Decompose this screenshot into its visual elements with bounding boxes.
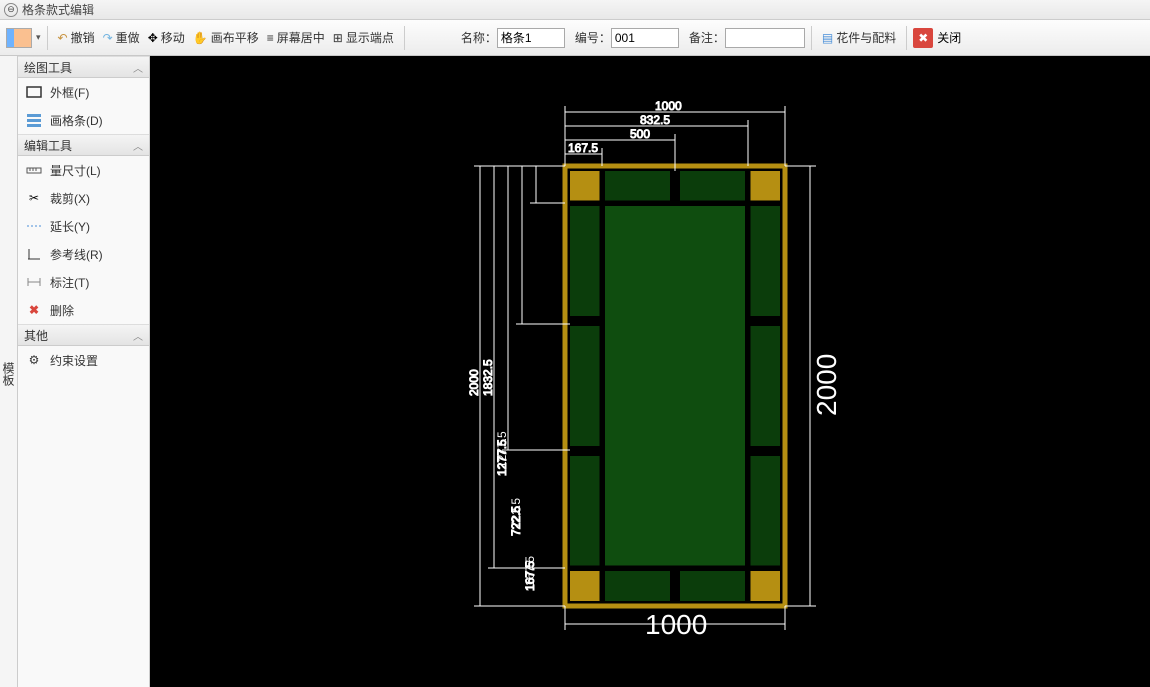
diagram-svg: 1000 832.5 500 167.5 2000 1832.5 1277.5 bbox=[150, 56, 1150, 687]
sidebar-item-trim[interactable]: ✂ 裁剪(X) bbox=[18, 184, 149, 212]
hand-icon: ✋ bbox=[193, 31, 208, 45]
dim-left-2000: 2000 bbox=[467, 369, 481, 396]
undo-button[interactable]: ↶ 撤销 bbox=[54, 27, 99, 48]
bars-icon bbox=[26, 112, 42, 128]
close-icon: ✖ bbox=[918, 31, 928, 45]
remark-label: 备注： bbox=[689, 29, 725, 46]
svg-text:167.5: 167.5 bbox=[523, 556, 537, 586]
redo-icon: ↷ bbox=[103, 31, 113, 45]
sidebar-item-outer-frame[interactable]: 外框(F) bbox=[18, 78, 149, 106]
extend-icon bbox=[26, 218, 42, 234]
dim-right-2000: 2000 bbox=[811, 354, 842, 416]
toolbar: ▾ ↶ 撤销 ↷ 重做 ✥ 移动 ✋ 画布平移 ≡ 屏幕居中 ⊞ 显示端点 名称… bbox=[0, 20, 1150, 56]
sidebar-item-annotate[interactable]: 标注(T) bbox=[18, 268, 149, 296]
svg-text:1277.5: 1277.5 bbox=[495, 431, 509, 468]
remark-input[interactable] bbox=[725, 28, 805, 48]
scissors-icon: ✂ bbox=[26, 190, 42, 206]
vertical-tab[interactable]: 模板 bbox=[0, 56, 18, 687]
sidebar-item-measure[interactable]: 量尺寸(L) bbox=[18, 156, 149, 184]
close-label: 关闭 bbox=[937, 29, 961, 46]
title-bar: ⊖ 格条款式编辑 bbox=[0, 0, 1150, 20]
chevron-up-icon: ︿ bbox=[133, 328, 143, 343]
sidebar-item-constraint[interactable]: ⚙ 约束设置 bbox=[18, 346, 149, 374]
redo-button[interactable]: ↷ 重做 bbox=[99, 27, 144, 48]
center-icon: ≡ bbox=[267, 31, 274, 45]
annotate-icon bbox=[26, 274, 42, 290]
dropdown-icon[interactable]: ▾ bbox=[36, 32, 41, 43]
undo-icon: ↶ bbox=[58, 31, 68, 45]
app-icon: ⊖ bbox=[4, 3, 18, 17]
refline-icon bbox=[26, 246, 42, 262]
dim-top-167: 167.5 bbox=[568, 141, 598, 155]
code-input[interactable] bbox=[611, 28, 679, 48]
sidebar: 绘图工具︿ 外框(F) 画格条(D) 编辑工具︿ 量尺寸(L) ✂ 裁剪(X) … bbox=[18, 56, 150, 687]
svg-text:722.5: 722.5 bbox=[509, 498, 523, 528]
dim-bottom-1000: 1000 bbox=[645, 609, 707, 640]
flowers-button[interactable]: ▤ 花件与配料 bbox=[818, 27, 900, 48]
chevron-up-icon: ︿ bbox=[133, 138, 143, 153]
color-swatch[interactable] bbox=[6, 28, 32, 48]
gear-icon: ⚙ bbox=[26, 352, 42, 368]
sidebar-item-extend[interactable]: 延长(Y) bbox=[18, 212, 149, 240]
move-button[interactable]: ✥ 移动 bbox=[144, 27, 189, 48]
drawing-canvas[interactable]: 1000 832.5 500 167.5 2000 1832.5 1277.5 bbox=[150, 56, 1150, 687]
code-label: 编号： bbox=[575, 29, 611, 46]
center-button[interactable]: ≡ 屏幕居中 bbox=[263, 27, 329, 48]
pan-button[interactable]: ✋ 画布平移 bbox=[189, 27, 263, 48]
endpoints-icon: ⊞ bbox=[333, 31, 343, 45]
chevron-up-icon: ︿ bbox=[133, 60, 143, 75]
panel-header-other[interactable]: 其他︿ bbox=[18, 324, 149, 346]
dim-top-500: 500 bbox=[630, 127, 650, 141]
rect-icon bbox=[26, 84, 42, 100]
sidebar-item-draw-grid[interactable]: 画格条(D) bbox=[18, 106, 149, 134]
dim-left-1832: 1832.5 bbox=[481, 359, 495, 396]
ruler-icon bbox=[26, 162, 42, 178]
sidebar-item-delete[interactable]: ✖ 删除 bbox=[18, 296, 149, 324]
list-icon: ▤ bbox=[822, 31, 833, 45]
close-button[interactable]: ✖ bbox=[913, 28, 933, 48]
panel-header-draw[interactable]: 绘图工具︿ bbox=[18, 56, 149, 78]
move-icon: ✥ bbox=[148, 31, 158, 45]
delete-icon: ✖ bbox=[26, 302, 42, 318]
dim-top-832: 832.5 bbox=[640, 113, 670, 127]
dim-top-1000: 1000 bbox=[655, 99, 682, 113]
sidebar-item-refline[interactable]: 参考线(R) bbox=[18, 240, 149, 268]
panel-header-edit[interactable]: 编辑工具︿ bbox=[18, 134, 149, 156]
name-input[interactable] bbox=[497, 28, 565, 48]
name-label: 名称： bbox=[461, 29, 497, 46]
endpoints-button[interactable]: ⊞ 显示端点 bbox=[329, 27, 398, 48]
window-title: 格条款式编辑 bbox=[22, 1, 94, 18]
